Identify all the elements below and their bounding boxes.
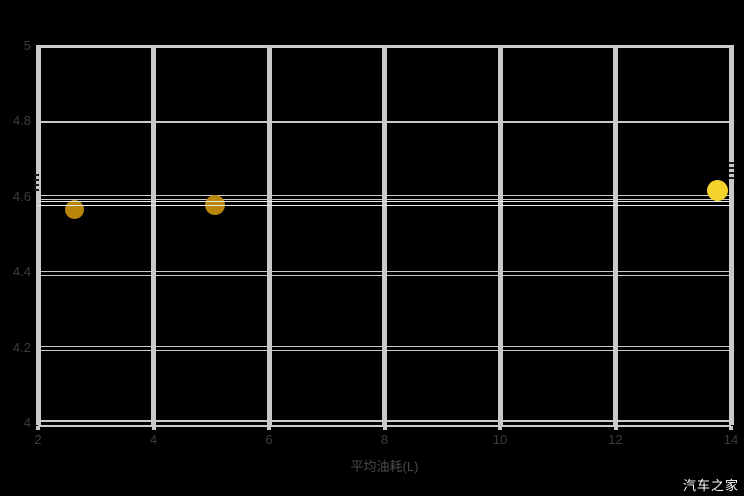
v-gridline	[497, 45, 503, 425]
x-tick-mark	[36, 426, 40, 430]
y-tick-label: 5	[23, 38, 31, 53]
x-tick-mark	[382, 426, 387, 430]
x-tick-mark	[729, 426, 733, 430]
plot-area	[35, 45, 734, 427]
x-tick-mark	[613, 426, 618, 430]
h-gridline	[38, 121, 731, 124]
y-tick-label: 4	[23, 415, 31, 430]
v-gridline	[266, 45, 272, 425]
watermark-autohome-label: 汽车之家	[682, 478, 739, 493]
v-gridline	[382, 45, 387, 425]
v-gridline	[613, 45, 618, 425]
axis-smudge-mark	[729, 162, 734, 181]
x-tick-mark	[498, 426, 502, 430]
x-tick-label: 2	[34, 432, 42, 447]
scatter-point	[65, 199, 85, 219]
x-tick-label: 4	[149, 432, 158, 447]
x-tick-label: 8	[380, 432, 389, 447]
y-tick-label: 4.4	[12, 264, 31, 280]
reference-line	[38, 201, 731, 203]
axis-smudge-mark	[34, 173, 39, 192]
h-gridline	[38, 195, 731, 201]
x-tick-label: 6	[265, 432, 273, 447]
y-tick-label: 4.6	[12, 188, 31, 204]
h-gridline	[38, 270, 731, 276]
x-tick-mark	[267, 426, 271, 430]
v-gridline	[151, 45, 156, 425]
y-tick-label: 4.2	[12, 339, 31, 355]
x-tick-mark	[151, 426, 156, 430]
v-gridline	[35, 45, 41, 425]
v-gridline	[728, 45, 734, 425]
y-tick-label: 4.8	[12, 113, 31, 129]
h-gridline	[38, 346, 731, 352]
reference-line	[38, 204, 731, 206]
x-tick-label: 10	[492, 432, 508, 447]
x-axis-title: 平均油耗(L)	[350, 459, 419, 474]
x-tick-label: 14	[723, 432, 739, 447]
scatter-point	[706, 179, 728, 201]
x-tick-label: 12	[608, 432, 623, 447]
